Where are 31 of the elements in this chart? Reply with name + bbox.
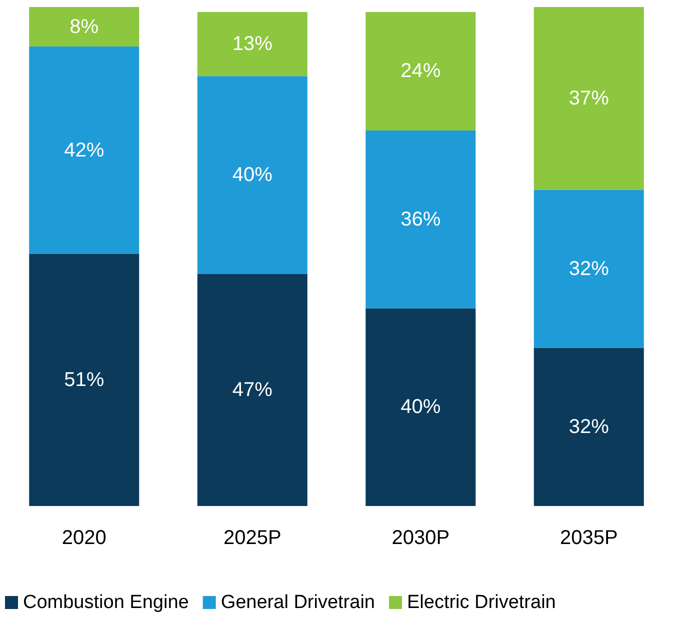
data-label: 40% <box>232 164 273 186</box>
x-tick-label: 2020 <box>62 527 106 549</box>
bar <box>197 274 308 506</box>
legend-label: General Drivetrain <box>220 592 375 613</box>
data-label: 32% <box>568 258 610 280</box>
bar <box>29 254 140 506</box>
bar <box>197 76 308 274</box>
bar <box>366 12 476 131</box>
x-tick-label: 2025P <box>223 527 282 549</box>
data-label: 8% <box>70 16 99 38</box>
legend-label: Combustion Engine <box>23 592 189 613</box>
legend-label: Electric Drivetrain <box>406 592 556 613</box>
data-label: 24% <box>400 60 441 82</box>
bar <box>534 190 644 348</box>
x-tick-label: 2035P <box>560 527 618 549</box>
bar <box>29 7 140 47</box>
data-label: 42% <box>64 139 104 162</box>
data-label: 13% <box>232 33 273 56</box>
data-label: 51% <box>64 369 104 392</box>
data-label: 40% <box>400 396 441 418</box>
bar <box>534 348 644 506</box>
bar <box>534 7 644 190</box>
data-label: 36% <box>400 208 441 230</box>
data-label: 47% <box>232 378 273 401</box>
bar <box>366 308 476 506</box>
bar <box>197 12 308 76</box>
bar <box>29 46 140 254</box>
bar <box>366 130 476 308</box>
data-label: 37% <box>568 87 610 110</box>
x-tick-label: 2030P <box>392 527 450 549</box>
data-label: 32% <box>568 416 610 438</box>
